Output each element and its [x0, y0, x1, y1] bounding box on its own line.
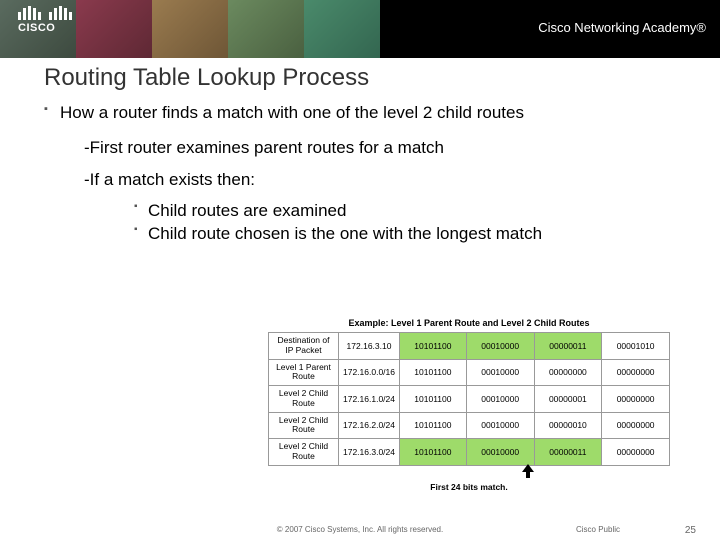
row-octet: 00000000	[602, 439, 670, 466]
row-label: Level 2 Child Route	[269, 412, 339, 439]
table-row: Level 2 Child Route172.16.3.0/2410101100…	[269, 439, 670, 466]
row-octet: 00010000	[466, 439, 534, 466]
row-label: Level 2 Child Route	[269, 386, 339, 413]
sub-bullet-1: Child routes are examined	[134, 200, 700, 221]
row-octet: 00010000	[466, 333, 534, 360]
table-row: Level 2 Child Route172.16.1.0/2410101100…	[269, 386, 670, 413]
row-octet: 00000000	[602, 412, 670, 439]
row-octet: 00000010	[534, 412, 602, 439]
sub-bullet-2: Child route chosen is the one with the l…	[134, 223, 700, 244]
route-table: Destination of IP Packet172.16.3.1010101…	[268, 332, 670, 466]
row-octet: 00010000	[466, 386, 534, 413]
row-ip: 172.16.3.10	[339, 333, 400, 360]
main-bullet: How a router finds a match with one of t…	[44, 102, 700, 123]
row-ip: 172.16.0.0/16	[339, 359, 400, 386]
row-ip: 172.16.2.0/24	[339, 412, 400, 439]
figure-caption: Example: Level 1 Parent Route and Level …	[268, 318, 670, 328]
dash-item-2: -If a match exists then:	[84, 169, 700, 190]
sub-bullet-list: Child routes are examined Child route ch…	[134, 200, 700, 245]
banner-photo	[76, 0, 152, 58]
slide-title: Routing Table Lookup Process	[44, 64, 720, 92]
up-arrow-icon	[518, 464, 538, 478]
page-number: 25	[685, 525, 696, 536]
dash-item-1: -First router examines parent routes for…	[84, 137, 700, 158]
route-example-figure: Example: Level 1 Parent Route and Level …	[268, 318, 670, 492]
public-label: Cisco Public	[576, 525, 620, 534]
cisco-logo-text: CISCO	[18, 22, 72, 34]
row-label: Level 1 Parent Route	[269, 359, 339, 386]
row-octet: 00000000	[602, 386, 670, 413]
row-octet: 00000011	[534, 333, 602, 360]
table-row: Destination of IP Packet172.16.3.1010101…	[269, 333, 670, 360]
row-octet: 00000001	[534, 386, 602, 413]
banner-photo	[304, 0, 380, 58]
row-label: Level 2 Child Route	[269, 439, 339, 466]
banner-photo	[152, 0, 228, 58]
row-octet: 10101100	[400, 386, 467, 413]
copyright-text: © 2007 Cisco Systems, Inc. All rights re…	[277, 525, 443, 534]
row-octet: 00000011	[534, 439, 602, 466]
table-row: Level 1 Parent Route172.16.0.0/161010110…	[269, 359, 670, 386]
cisco-logo: CISCO	[18, 6, 72, 34]
table-row: Level 2 Child Route172.16.2.0/2410101100…	[269, 412, 670, 439]
row-octet: 00010000	[466, 359, 534, 386]
row-octet: 10101100	[400, 412, 467, 439]
cisco-logo-icon	[18, 6, 72, 20]
match-arrow	[268, 466, 670, 480]
row-octet: 10101100	[400, 359, 467, 386]
row-octet: 10101100	[400, 333, 467, 360]
row-ip: 172.16.3.0/24	[339, 439, 400, 466]
slide-content: How a router finds a match with one of t…	[44, 102, 700, 244]
row-octet: 00000000	[602, 359, 670, 386]
slide-footer: © 2007 Cisco Systems, Inc. All rights re…	[0, 525, 720, 534]
top-banner: CISCO Cisco Networking Academy®	[0, 0, 720, 58]
academy-label: Cisco Networking Academy®	[538, 20, 706, 35]
figure-footer: First 24 bits match.	[268, 482, 670, 492]
row-label: Destination of IP Packet	[269, 333, 339, 360]
banner-photo	[228, 0, 304, 58]
row-octet: 00010000	[466, 412, 534, 439]
row-octet: 00000000	[534, 359, 602, 386]
row-octet: 00001010	[602, 333, 670, 360]
row-ip: 172.16.1.0/24	[339, 386, 400, 413]
row-octet: 10101100	[400, 439, 467, 466]
